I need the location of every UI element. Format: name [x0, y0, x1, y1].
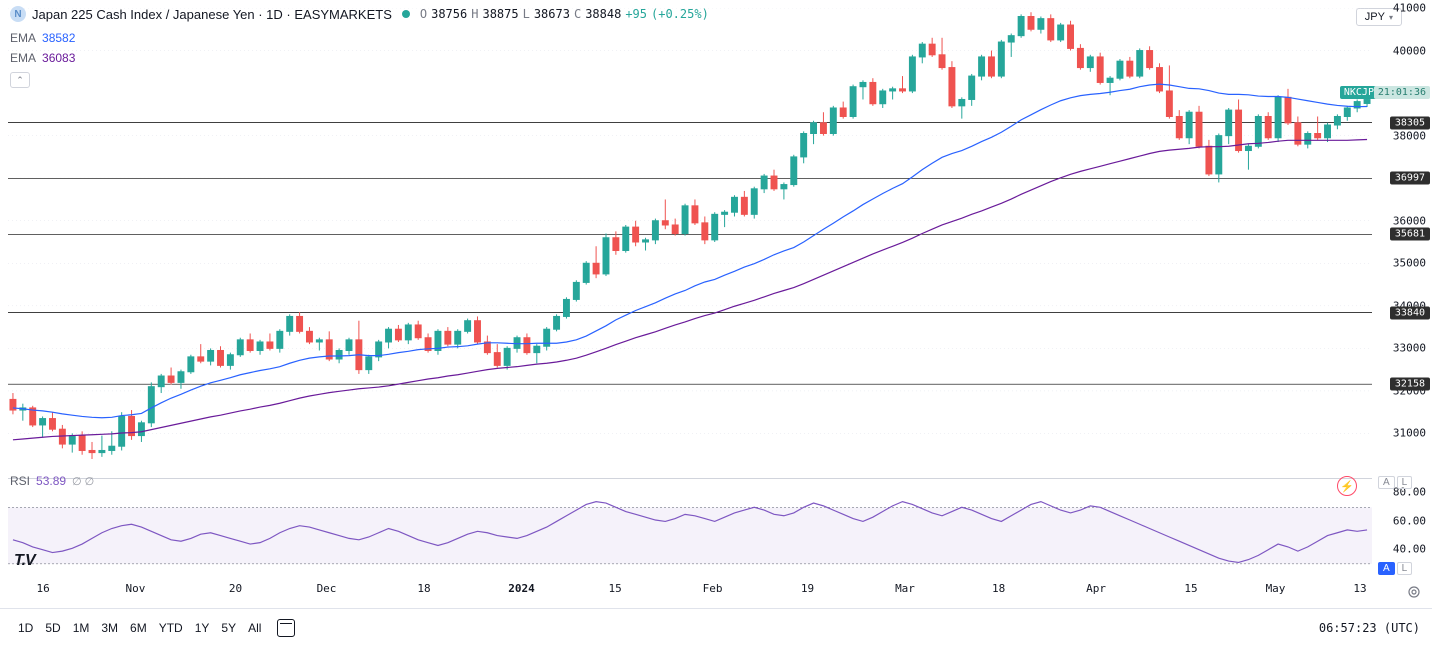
timeframe-All[interactable]: All — [242, 617, 267, 639]
chart-area[interactable] — [8, 8, 1372, 581]
goto-date-icon[interactable] — [277, 619, 295, 637]
tradingview-logo: T.V — [14, 552, 35, 570]
rsi-pane[interactable] — [8, 478, 1372, 578]
price-axis[interactable]: 3100032000330003400035000360003700038000… — [1374, 8, 1432, 476]
log-scale-button[interactable]: L — [1397, 562, 1413, 575]
timeframe-5D[interactable]: 5D — [39, 617, 66, 639]
footer-bar: 1D5D1M3M6MYTD1Y5YAll 06:57:23 (UTC) — [0, 608, 1432, 646]
auto-log-rsi: A L — [1378, 562, 1426, 575]
auto-scale-button[interactable]: A — [1378, 562, 1395, 575]
timeframe-1D[interactable]: 1D — [12, 617, 39, 639]
price-pane[interactable] — [8, 8, 1372, 476]
utc-clock: 06:57:23 (UTC) — [1319, 621, 1420, 635]
auto-log-price: A L — [1378, 476, 1426, 489]
settings-icon[interactable] — [1406, 584, 1422, 600]
timeframe-1Y[interactable]: 1Y — [189, 617, 216, 639]
time-axis[interactable]: 16Nov20Dec18202415Feb19Mar18Apr15May13 — [8, 582, 1372, 602]
auto-scale-button[interactable]: A — [1378, 476, 1395, 489]
snapshot-icon[interactable]: ⚡ — [1337, 476, 1357, 496]
timeframe-6M[interactable]: 6M — [124, 617, 153, 639]
rsi-legend: RSI 53.89 ∅ ∅ — [10, 474, 94, 488]
timeframe-buttons: 1D5D1M3M6MYTD1Y5YAll — [12, 621, 267, 635]
timeframe-YTD[interactable]: YTD — [153, 617, 189, 639]
log-scale-button[interactable]: L — [1397, 476, 1413, 489]
timeframe-1M[interactable]: 1M — [67, 617, 96, 639]
timeframe-3M[interactable]: 3M — [95, 617, 124, 639]
timeframe-5Y[interactable]: 5Y — [215, 617, 242, 639]
